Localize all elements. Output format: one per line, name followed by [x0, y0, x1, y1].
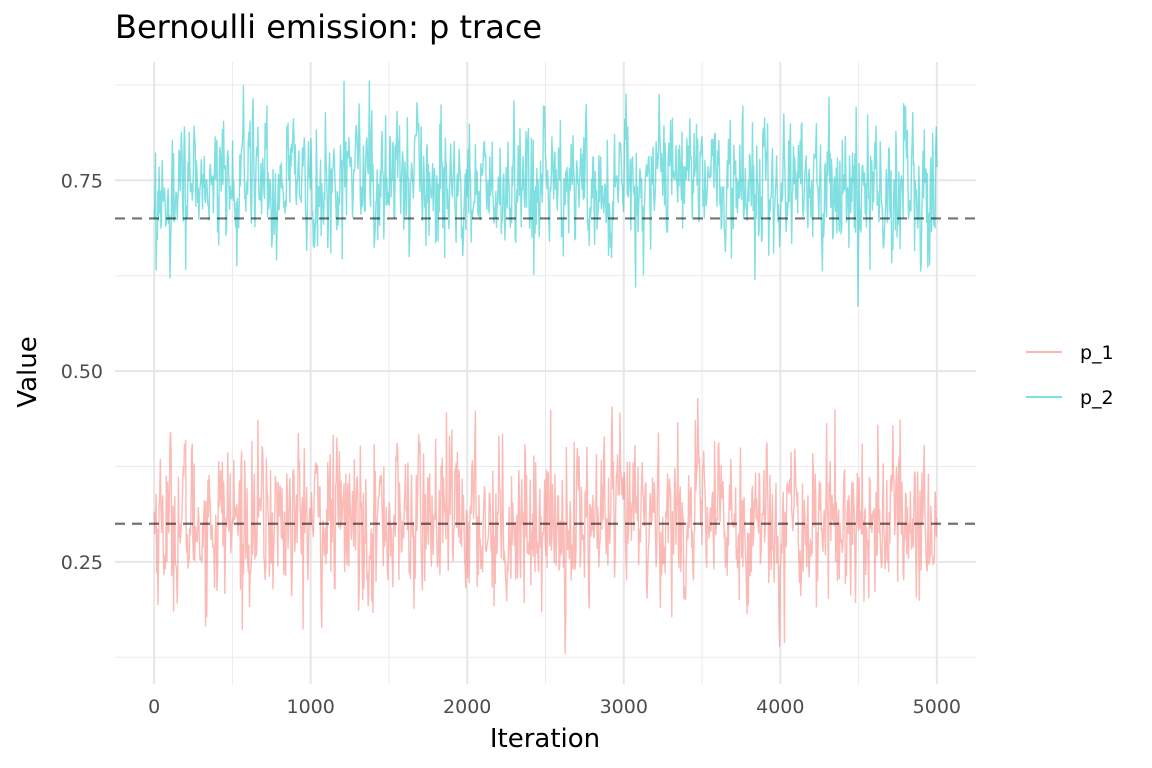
series-p1-line: [153, 397, 938, 654]
x-tick-label: 4000: [756, 696, 804, 718]
y-tick-label: 0.50: [61, 361, 103, 383]
y-tick-label: 0.25: [61, 552, 103, 574]
legend-label-p2: p_2: [1080, 387, 1114, 409]
y-tick-label: 0.75: [61, 170, 103, 192]
y-axis-title: Value: [13, 336, 43, 407]
x-tick-label: 2000: [443, 696, 491, 718]
legend: p_1 p_2: [1026, 342, 1114, 409]
chart-title: Bernoulli emission: p trace: [115, 8, 543, 46]
series-layer: [153, 80, 938, 654]
x-tick-label: 0: [148, 696, 160, 718]
legend-label-p1: p_1: [1080, 342, 1114, 364]
x-tick-label: 5000: [913, 696, 961, 718]
x-tick-label: 1000: [287, 696, 335, 718]
x-tick-labels: 0 1000 2000 3000 4000 5000: [148, 696, 961, 718]
series-p2-line: [153, 80, 938, 307]
y-tick-labels: 0.25 0.50 0.75: [61, 170, 103, 574]
x-axis-title: Iteration: [490, 724, 600, 754]
reference-lines: [115, 217, 976, 525]
x-tick-label: 3000: [600, 696, 648, 718]
